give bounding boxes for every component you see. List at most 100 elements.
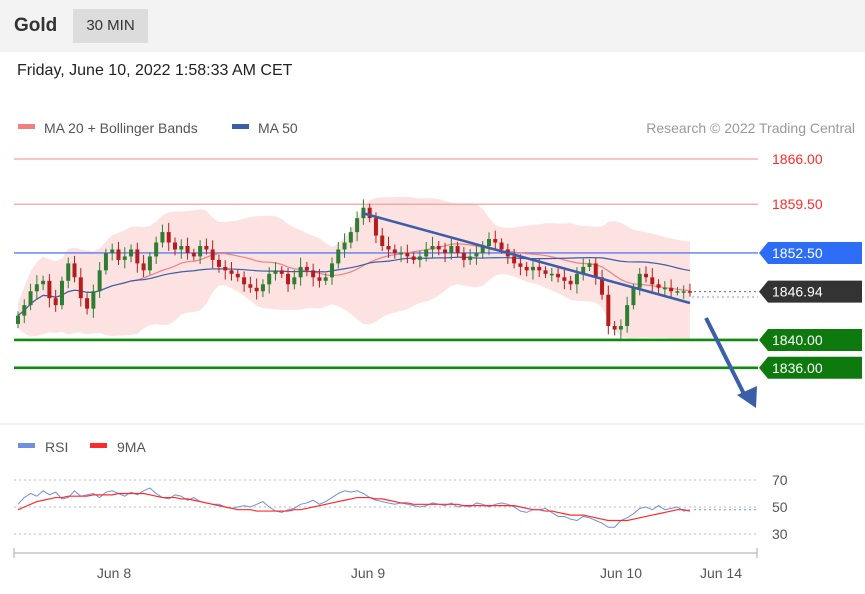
candle-body [166,232,171,243]
candle-body [581,266,586,274]
candle-body [399,252,404,255]
rsi-line [17,487,691,528]
candle-body [160,232,165,243]
candle-body [449,246,454,253]
candle-body [28,291,33,306]
candle-body [72,263,77,278]
candle-body [116,249,121,260]
candle-body [129,249,134,257]
candle-body [512,256,517,264]
candle-body [229,270,234,274]
candle-body [191,252,196,257]
candle-body [311,270,316,278]
candle-body [22,305,27,316]
candle-body [417,256,422,260]
candle-body [662,287,667,290]
candle-body [650,277,655,285]
candle-body [248,284,253,288]
legend-label: MA 20 + Bollinger Bands [44,120,198,136]
candle-body [405,252,410,257]
candle-body [480,246,485,253]
candle-body [549,273,554,276]
candle-body [336,249,341,264]
candle-body [53,298,58,306]
legend-swatch [18,124,35,129]
candle-body [436,246,441,250]
chart-timestamp: Friday, June 10, 2022 1:58:33 AM CET [17,62,293,79]
candle-body [154,242,159,257]
legend-swatch [232,124,249,129]
candle-body [556,273,561,278]
level-label: 1836.00 [772,360,823,376]
candle-body [530,266,535,271]
candle-body [173,242,177,250]
candle-body [78,277,83,299]
legend-swatch [90,443,107,448]
timeframe-button[interactable]: 30 MIN [73,9,148,43]
candle-body [342,242,347,250]
candle-body [223,266,228,271]
descending-trendline [361,211,691,305]
candle-body [499,242,504,250]
candle-body [304,266,309,271]
level-label: 1859.50 [772,196,823,212]
candle-body [103,252,108,271]
rsi-tick-label: 50 [772,499,788,515]
candle-body [612,326,617,330]
candle-body [461,252,466,260]
level-label: 1866.00 [772,151,823,167]
candle-body [210,249,215,260]
rsi-tick-label: 70 [772,472,788,488]
candle-body [386,246,391,250]
x-tick-label: Jun 9 [351,565,385,581]
candle-body [198,246,203,257]
candle-body [122,256,127,260]
candle-body [568,280,573,285]
candle-body [216,259,221,267]
level-tag [759,328,862,351]
candle-body [687,291,692,293]
x-tick-label: Jun 10 [600,565,642,581]
candle-body [292,277,297,285]
level-tag [759,280,862,303]
candle-body [373,218,378,236]
candle-body [355,218,360,233]
candle-body [487,239,491,246]
candle-body [279,270,284,274]
candle-body [317,277,322,281]
level-label: 1852.50 [772,245,823,261]
candle-body [675,291,680,293]
rsi-tick-label: 30 [772,526,788,542]
candle-body [637,273,642,288]
candle-body [41,280,46,285]
candle-body [669,287,674,292]
forecast-arrow-head [737,386,757,408]
candle-body [323,277,328,281]
candle-body [204,246,209,250]
candle-body [135,249,140,264]
bollinger-band-fill [18,196,690,340]
level-tag [759,241,862,264]
candle-body [242,277,247,285]
candle-body [562,277,567,281]
candle-body [298,266,303,278]
candle-body [273,270,278,274]
legend-label: MA 50 [258,120,298,136]
chart-credit: Research © 2022 Trading Central [646,120,855,136]
level-tag [759,356,862,379]
legend-swatch [18,443,35,448]
candle-body [267,273,272,285]
candle-body [656,284,661,288]
candle-body [537,266,542,271]
candle-body [235,273,240,278]
candle-body [543,270,548,274]
forecast-arrow-shaft [704,317,747,397]
candle-body [631,287,636,306]
candle-body [593,263,598,278]
candle-body [518,263,523,267]
candle-body [147,256,152,271]
candle-body [47,280,52,299]
candle-body [260,284,265,292]
candle-body [392,249,397,253]
